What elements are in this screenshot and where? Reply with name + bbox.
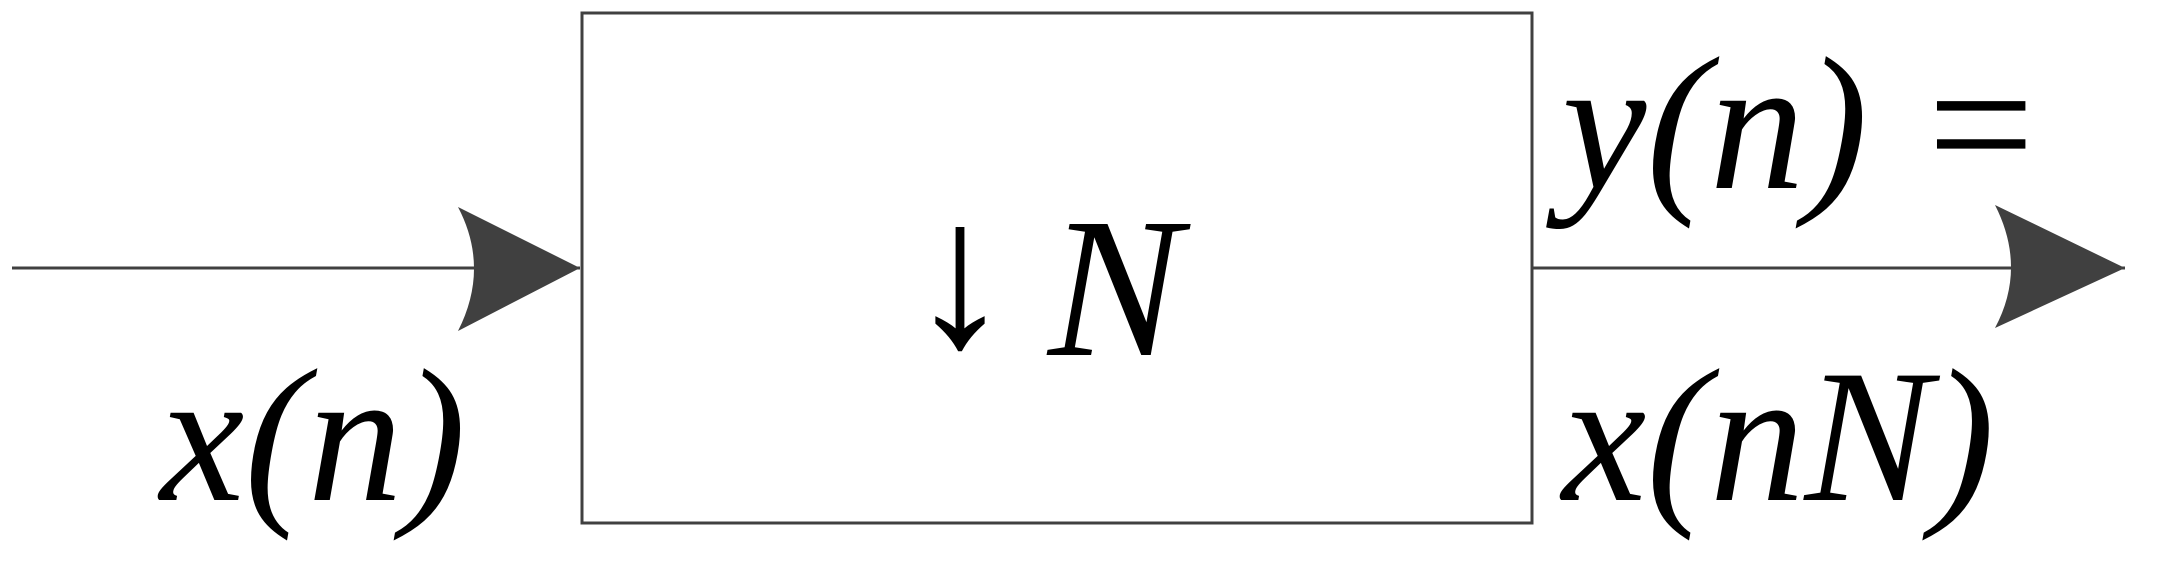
output-label-bottom: x(nN): [1559, 332, 1995, 542]
operator-arrow-symbol: ↓: [908, 159, 1013, 391]
downsampler-block: [580, 11, 1534, 525]
input-label: x(n): [157, 332, 466, 542]
output-arrowhead: [1995, 205, 2125, 328]
output-label-top: y(n) =: [1546, 20, 2044, 230]
operator-factor: N: [1046, 178, 1191, 399]
input-arrowhead: [458, 207, 580, 331]
